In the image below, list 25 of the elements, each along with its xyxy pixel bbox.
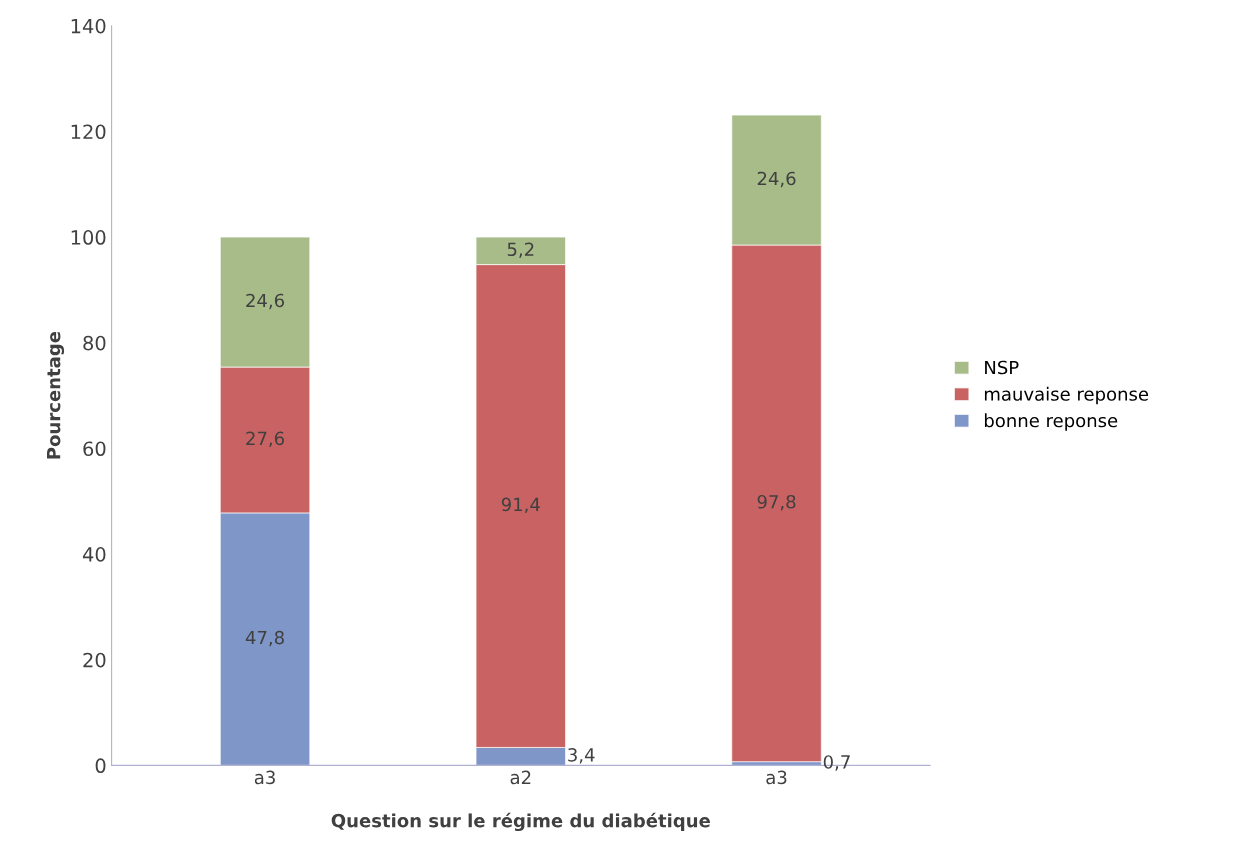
y-tick-label: 120 — [71, 124, 106, 140]
y-tick-label: 20 — [83, 652, 106, 668]
y-axis-title: Pourcentage — [47, 331, 65, 459]
y-tick-label: 0 — [95, 758, 106, 774]
data-label: 91,4 — [501, 497, 540, 514]
x-tick-label: a3 — [254, 770, 275, 785]
data-label: 24,6 — [757, 171, 796, 188]
data-label: 97,8 — [757, 494, 796, 511]
y-tick-label: 60 — [83, 441, 106, 457]
y-tick-label: 80 — [83, 335, 106, 351]
data-label: 3,4 — [568, 748, 595, 764]
y-tick-label: 140 — [71, 18, 106, 34]
legend-label: bonne reponse — [984, 413, 1118, 431]
x-tick-label: a3 — [766, 770, 787, 785]
data-label: 24,6 — [246, 293, 285, 310]
x-tick-label: a2 — [510, 770, 531, 785]
data-label: 27,6 — [246, 431, 285, 448]
legend-label: NSP — [985, 360, 1019, 375]
x-axis-title: Question sur le régime du diabétique — [331, 812, 710, 832]
data-label: 47,8 — [245, 630, 284, 647]
data-label: 0,7 — [823, 755, 850, 771]
data-label: 5,2 — [507, 242, 534, 258]
y-tick-label: 40 — [82, 547, 106, 562]
legend-label: mauvaise reponse — [984, 386, 1149, 405]
y-tick-label: 100 — [71, 230, 106, 245]
